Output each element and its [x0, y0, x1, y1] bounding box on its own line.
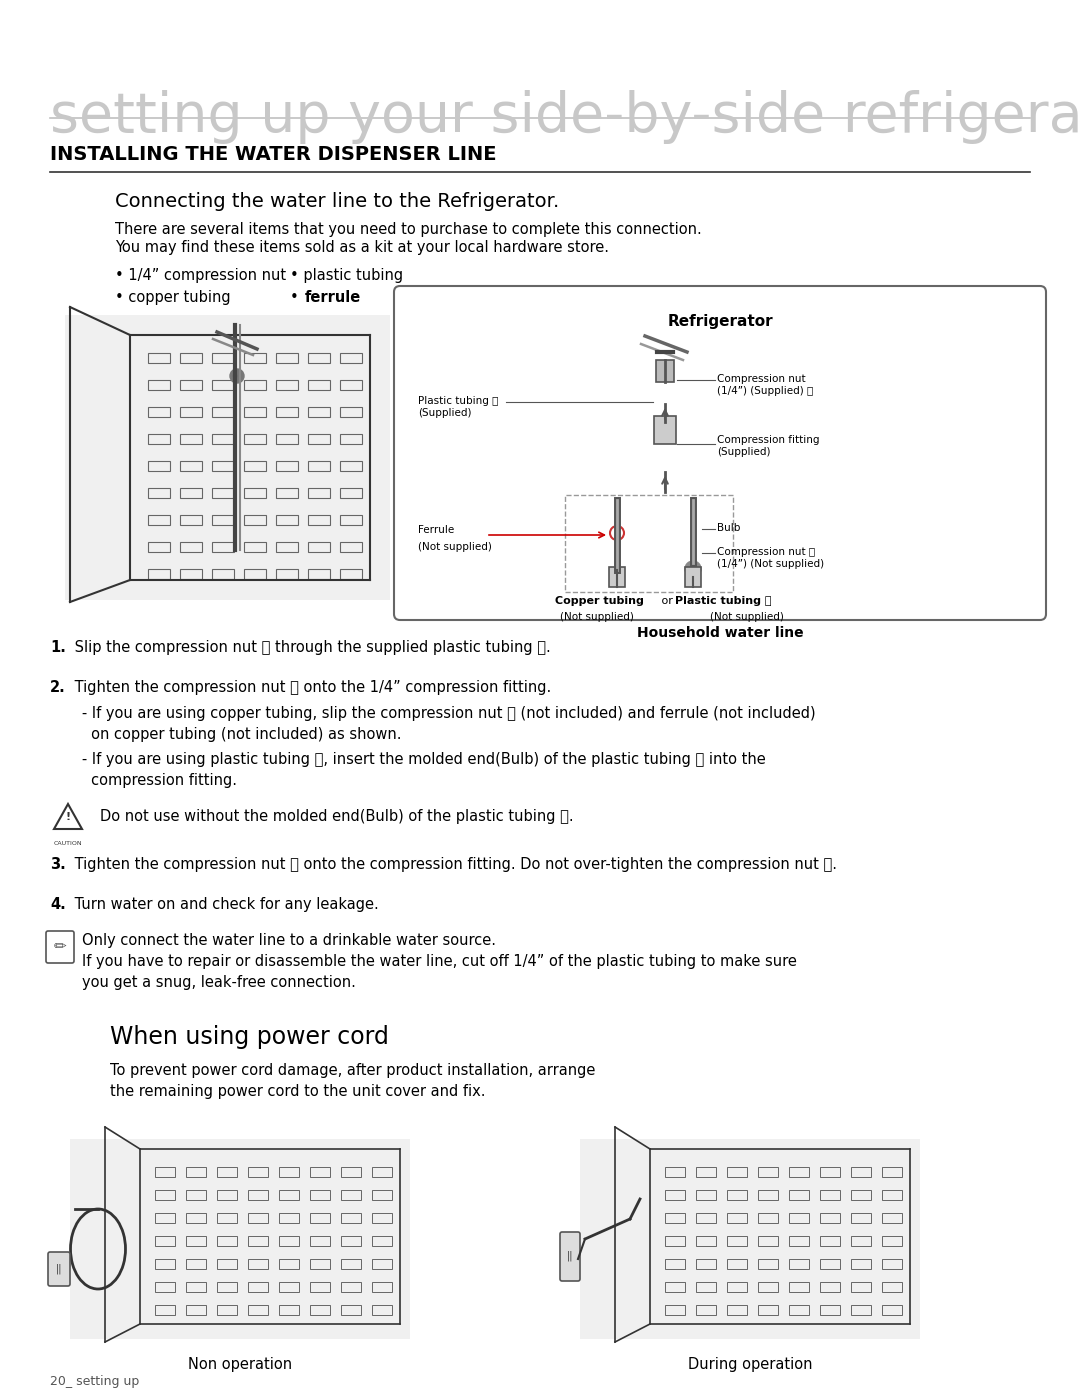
Text: Compression fitting
(Supplied): Compression fitting (Supplied)	[717, 434, 820, 457]
Text: Slip the compression nut Ⓐ through the supplied plastic tubing Ⓐ.: Slip the compression nut Ⓐ through the s…	[70, 640, 551, 655]
FancyBboxPatch shape	[580, 1139, 920, 1338]
FancyBboxPatch shape	[48, 1252, 70, 1287]
Text: •: •	[291, 291, 303, 305]
Text: or: or	[658, 597, 676, 606]
Text: - If you are using plastic tubing Ⓑ, insert the molded end(Bulb) of the plastic : - If you are using plastic tubing Ⓑ, ins…	[68, 752, 766, 767]
FancyBboxPatch shape	[70, 1139, 410, 1338]
Text: setting up your side-by-side refrigerator: setting up your side-by-side refrigerato…	[50, 89, 1080, 144]
Text: ||: ||	[567, 1250, 573, 1261]
Text: Plastic tubing Ⓐ
(Supplied): Plastic tubing Ⓐ (Supplied)	[418, 395, 498, 418]
Text: Compression nut Ⓑ
(1/4”) (Not supplied): Compression nut Ⓑ (1/4”) (Not supplied)	[717, 548, 824, 569]
Text: • 1/4” compression nut: • 1/4” compression nut	[114, 268, 286, 284]
Text: !: !	[66, 812, 70, 821]
Text: (Not supplied): (Not supplied)	[561, 612, 634, 622]
Text: • plastic tubing: • plastic tubing	[291, 268, 403, 284]
Text: 1.: 1.	[50, 640, 66, 655]
FancyBboxPatch shape	[394, 286, 1047, 620]
Text: Household water line: Household water line	[637, 626, 804, 640]
Text: Refrigerator: Refrigerator	[667, 314, 773, 330]
Text: ✏: ✏	[54, 939, 66, 954]
Text: 20_ setting up: 20_ setting up	[50, 1375, 139, 1389]
Text: Tighten the compression nut Ⓑ onto the compression fitting. Do not over-tighten : Tighten the compression nut Ⓑ onto the c…	[70, 856, 837, 872]
Text: on copper tubing (not included) as shown.: on copper tubing (not included) as shown…	[68, 726, 402, 742]
Text: If you have to repair or disassemble the water line, cut off 1/4” of the plastic: If you have to repair or disassemble the…	[82, 954, 797, 970]
Text: the remaining power cord to the unit cover and fix.: the remaining power cord to the unit cov…	[110, 1084, 486, 1099]
Text: (Not supplied): (Not supplied)	[418, 542, 491, 552]
FancyBboxPatch shape	[654, 416, 676, 444]
Text: Bulb: Bulb	[717, 522, 741, 534]
FancyBboxPatch shape	[656, 360, 674, 381]
Circle shape	[230, 369, 244, 383]
Text: - If you are using copper tubing, slip the compression nut Ⓑ (not included) and : - If you are using copper tubing, slip t…	[68, 705, 815, 721]
Text: you get a snug, leak-free connection.: you get a snug, leak-free connection.	[82, 975, 356, 990]
Text: When using power cord: When using power cord	[110, 1025, 389, 1049]
Text: compression fitting.: compression fitting.	[68, 773, 237, 788]
FancyBboxPatch shape	[609, 567, 625, 587]
Text: Turn water on and check for any leakage.: Turn water on and check for any leakage.	[70, 897, 379, 912]
Text: There are several items that you need to purchase to complete this connection.: There are several items that you need to…	[114, 222, 702, 237]
Text: CAUTION: CAUTION	[54, 841, 82, 847]
FancyBboxPatch shape	[65, 314, 390, 599]
Text: To prevent power cord damage, after product installation, arrange: To prevent power cord damage, after prod…	[110, 1063, 595, 1078]
FancyBboxPatch shape	[685, 567, 701, 587]
Text: Tighten the compression nut Ⓐ onto the 1/4” compression fitting.: Tighten the compression nut Ⓐ onto the 1…	[70, 680, 551, 694]
Text: You may find these items sold as a kit at your local hardware store.: You may find these items sold as a kit a…	[114, 240, 609, 256]
Text: 3.: 3.	[50, 856, 66, 872]
FancyBboxPatch shape	[561, 1232, 580, 1281]
Text: Connecting the water line to the Refrigerator.: Connecting the water line to the Refrige…	[114, 191, 559, 211]
Text: During operation: During operation	[688, 1356, 812, 1372]
Text: • copper tubing: • copper tubing	[114, 291, 231, 305]
Text: Copper tubing: Copper tubing	[555, 597, 644, 606]
Text: Non operation: Non operation	[188, 1356, 292, 1372]
Text: ferrule: ferrule	[305, 291, 361, 305]
Text: Compression nut
(1/4”) (Supplied) Ⓐ: Compression nut (1/4”) (Supplied) Ⓐ	[717, 374, 813, 395]
Text: 2.: 2.	[50, 680, 66, 694]
Text: Do not use without the molded end(Bulb) of the plastic tubing Ⓑ.: Do not use without the molded end(Bulb) …	[100, 809, 573, 824]
Text: 4.: 4.	[50, 897, 66, 912]
Text: INSTALLING THE WATER DISPENSER LINE: INSTALLING THE WATER DISPENSER LINE	[50, 145, 497, 163]
Text: ||: ||	[56, 1264, 63, 1274]
Text: Plastic tubing Ⓑ: Plastic tubing Ⓑ	[675, 597, 771, 606]
Circle shape	[685, 562, 701, 577]
Text: Only connect the water line to a drinkable water source.: Only connect the water line to a drinkab…	[82, 933, 496, 949]
Text: (Not supplied): (Not supplied)	[710, 612, 784, 622]
Text: Ferrule: Ferrule	[418, 525, 455, 535]
